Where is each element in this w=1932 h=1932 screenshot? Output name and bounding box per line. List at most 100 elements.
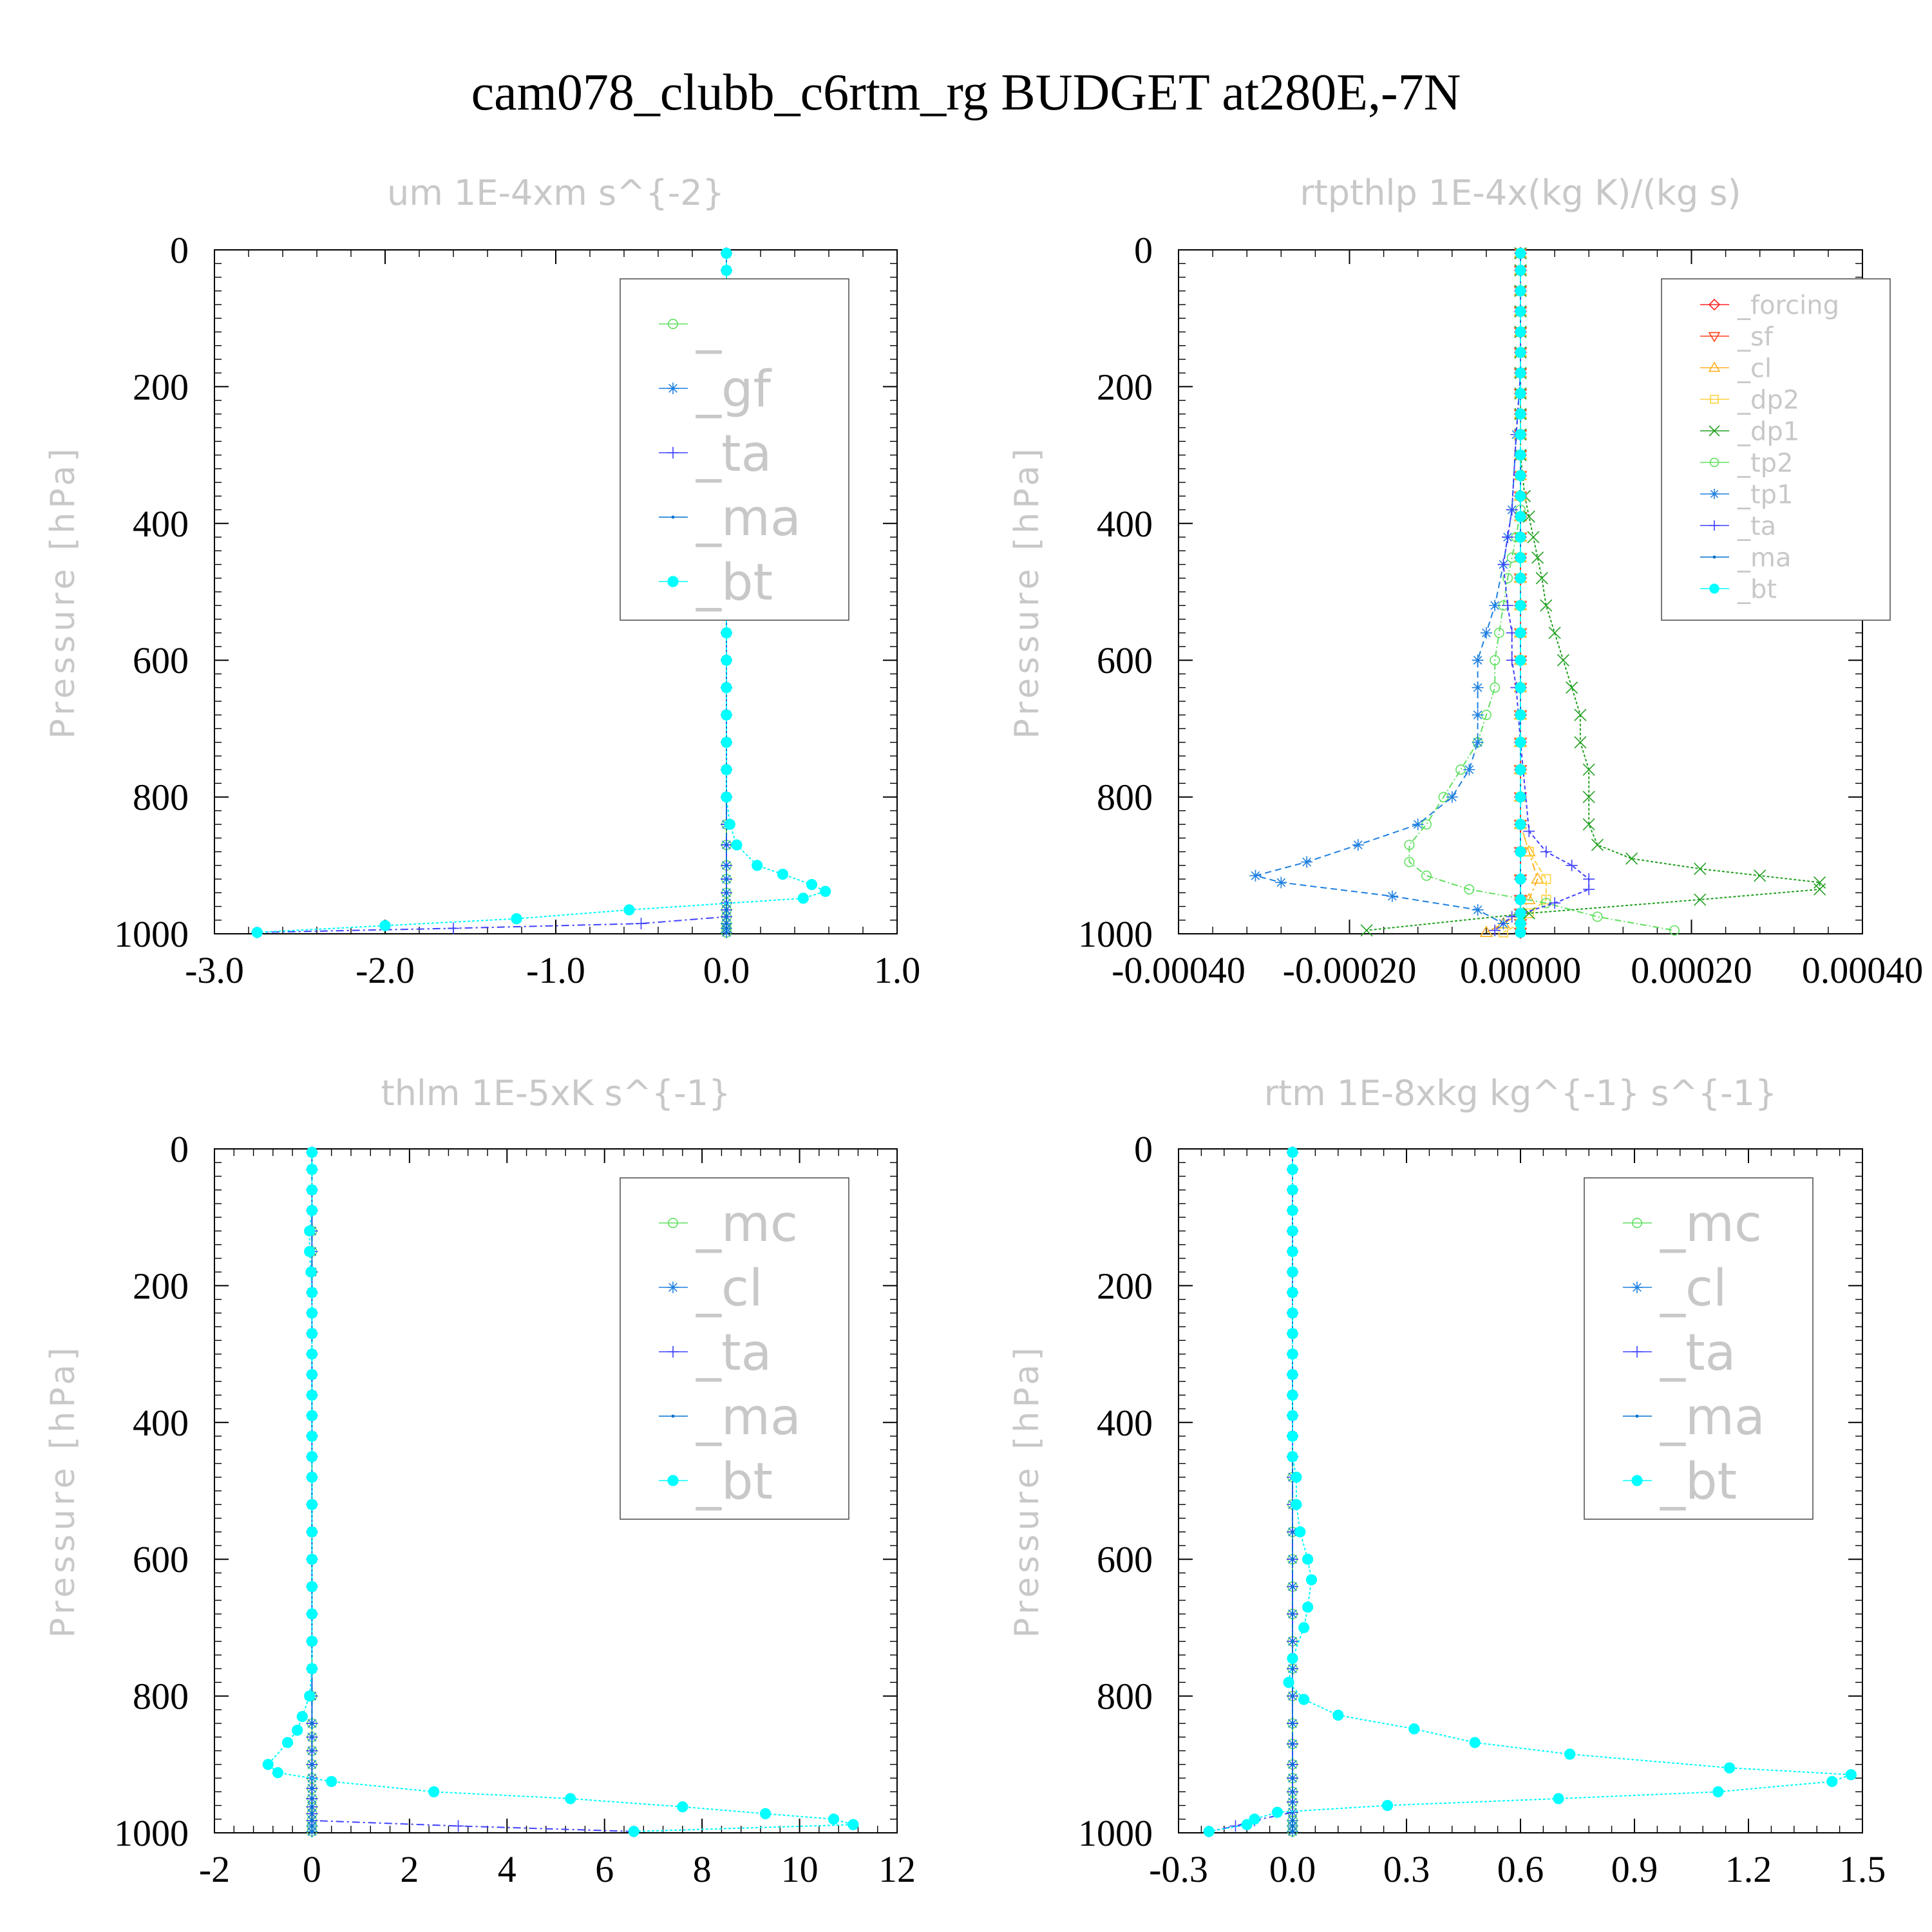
data-point [1291, 1530, 1294, 1534]
legend-item: _cl [659, 1260, 763, 1318]
legend-item: _forcing [1700, 290, 1839, 320]
data-point [310, 1749, 314, 1752]
data-point [1515, 285, 1526, 297]
legend-box [620, 1177, 849, 1520]
legend-label: _dp2 [1737, 385, 1799, 415]
panel-thlm: thlm 1E-5xK s^{-1} Pressure [hPa] 020040… [44, 1073, 916, 1890]
data-point [1515, 737, 1526, 748]
data-point [1826, 1776, 1838, 1787]
data-point [1464, 884, 1475, 895]
data-point [759, 1808, 772, 1819]
data-point [306, 1663, 318, 1674]
data-point [1301, 856, 1313, 868]
data-point [1515, 600, 1526, 611]
data-point [1229, 1820, 1242, 1832]
legend-item: _dp1 [1700, 417, 1799, 446]
data-point [326, 1776, 337, 1787]
data-point [1515, 429, 1526, 440]
data-point [1291, 1763, 1294, 1766]
data-point [1291, 1824, 1294, 1828]
data-point [310, 1830, 314, 1833]
data-point [752, 860, 763, 871]
data-point [1515, 654, 1526, 666]
legend-item: _mc [1623, 1195, 1762, 1253]
legend-label: _dp1 [1737, 417, 1799, 446]
data-point [1515, 894, 1526, 905]
data-point [306, 1608, 318, 1620]
legend-box [620, 278, 849, 621]
x-tick-label: -0.00040 [1112, 949, 1245, 991]
y-tick-label: 600 [133, 1539, 189, 1580]
data-point [1291, 1640, 1294, 1643]
data-point [1291, 1585, 1294, 1589]
data-point [1527, 531, 1540, 544]
data-point [1291, 1612, 1294, 1616]
data-point [1287, 1245, 1298, 1257]
data-point [1515, 927, 1526, 938]
series-ta [306, 1146, 640, 1837]
y-tick-label: 600 [1097, 639, 1153, 681]
data-point [1582, 763, 1595, 776]
legend-item: _tp2 [1700, 448, 1794, 478]
data-point [304, 1245, 316, 1257]
data-point [1291, 1557, 1294, 1561]
data-point [310, 1797, 314, 1801]
legend-item: _sf [1700, 322, 1774, 352]
data-point [1287, 1225, 1298, 1237]
data-point [1287, 1328, 1298, 1340]
legend-marker [1709, 425, 1720, 437]
data-point [1287, 1368, 1298, 1381]
data-point [1712, 1786, 1724, 1797]
data-point [1531, 872, 1544, 884]
data-point [1522, 893, 1536, 904]
data-point [1535, 572, 1548, 585]
data-point [1302, 1553, 1314, 1565]
panel-title: rtpthlp 1E-4x(kg K)/(kg s) [1300, 173, 1741, 213]
data-point [1287, 1184, 1298, 1196]
legend-label: _gf [696, 361, 772, 419]
data-point [306, 1636, 318, 1647]
legend-marker [667, 1475, 679, 1486]
data-point [1515, 709, 1526, 721]
data-point [310, 1721, 314, 1725]
data-point [1814, 883, 1826, 896]
data-point [251, 927, 263, 938]
data-point [306, 1307, 318, 1319]
y-tick-label: 800 [1097, 777, 1153, 819]
series-tp2 [1404, 248, 1680, 936]
data-point [848, 1819, 859, 1830]
series-line [1486, 253, 1539, 933]
data-point [1515, 873, 1526, 885]
x-tick-label: 0.0 [703, 949, 750, 991]
legend-marker [1635, 1414, 1639, 1418]
data-point [1582, 791, 1595, 804]
data-point [724, 864, 728, 867]
plot-area: 0 200 400 600 800 1000-2 0 2 4 6 8 10 12 _mc _cl _ta _ma… [114, 1128, 916, 1890]
legend-label: _forcing [1737, 290, 1839, 320]
legend-marker [667, 447, 679, 459]
plot-area: 0 200 400 600 800 1000-0.00040 -0.00020 0.00000… [1078, 229, 1923, 991]
y-tick-label: 0 [1134, 229, 1153, 271]
data-point [1548, 627, 1561, 639]
legend-label: _ta [1660, 1324, 1736, 1382]
data-point [1566, 859, 1578, 871]
legend-marker [1709, 520, 1719, 531]
data-point [1287, 1430, 1298, 1442]
data-point [448, 922, 459, 934]
data-point [1515, 450, 1526, 461]
data-point [1497, 558, 1510, 571]
legend-marker [1631, 1346, 1643, 1358]
panel-rtm: rtm 1E-8xkg kg^{-1} s^{-1} Pressure [hPa… [1008, 1073, 1886, 1890]
data-point [1480, 627, 1492, 639]
x-tick-label: 0.9 [1611, 1848, 1658, 1890]
legend-label: _cl [1737, 354, 1772, 383]
data-point [281, 1737, 294, 1748]
data-point [1241, 1819, 1253, 1830]
data-point [820, 886, 831, 897]
legend-label: _mc [696, 1195, 798, 1253]
data-point [1506, 911, 1518, 923]
data-point [1591, 838, 1604, 851]
data-point [565, 1793, 576, 1804]
data-point [777, 869, 789, 880]
data-point [1515, 326, 1526, 338]
